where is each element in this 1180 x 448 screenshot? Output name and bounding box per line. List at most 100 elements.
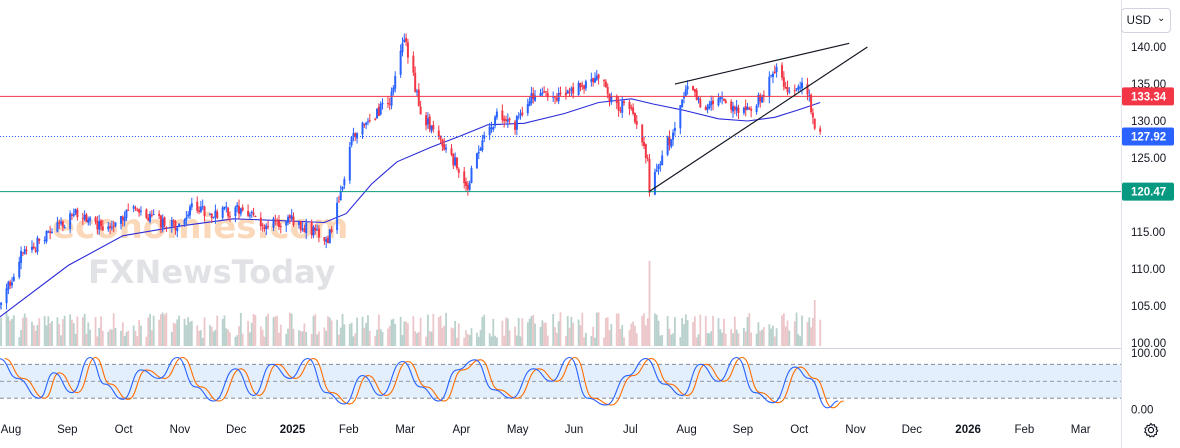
volume-bar (229, 332, 231, 346)
volume-bar (692, 322, 694, 346)
gear-icon-button[interactable] (1141, 420, 1161, 440)
price-levels (0, 95, 1121, 193)
candle-body (712, 100, 715, 105)
price-tick-label: 125.00 (1131, 153, 1166, 165)
volume-bar (521, 318, 524, 346)
candle-body (394, 75, 397, 89)
volume-bar (123, 336, 126, 346)
volume-bar (655, 314, 658, 346)
volume-bar (565, 336, 567, 346)
time-tick-label: Aug (676, 424, 696, 436)
candle-body (641, 124, 644, 143)
volume-bar (170, 331, 173, 346)
candle-body (515, 116, 518, 130)
candle-body (679, 105, 682, 129)
candle-body (58, 222, 61, 224)
candle-body (277, 221, 280, 227)
candle-body (158, 213, 161, 216)
wedge-upper-trendline[interactable] (674, 42, 850, 85)
candle-body (630, 107, 633, 109)
candle-body (419, 106, 422, 115)
volume-bar (263, 336, 266, 346)
volume-bar (623, 337, 625, 346)
currency-selector-button[interactable]: USD ⌄ (1121, 8, 1171, 33)
candle-body (374, 118, 377, 121)
time-tick-label: Dec (902, 424, 923, 436)
volume-bar (579, 325, 582, 346)
candle-body (668, 136, 671, 146)
candle-body (583, 85, 586, 89)
volume-bar (267, 313, 269, 346)
volume-bar (272, 317, 275, 346)
candle-body (292, 216, 295, 225)
candle-body (376, 108, 379, 119)
candle-body (819, 128, 822, 132)
candle-body (172, 220, 175, 222)
candle-body (443, 144, 446, 150)
volume-bar (132, 325, 135, 346)
volume-bar (109, 329, 111, 346)
volume-bar (755, 333, 758, 346)
volume-bar (673, 317, 676, 346)
candle-body (628, 102, 631, 109)
volume-bar (190, 320, 193, 346)
volume-bar (603, 337, 605, 346)
candle-body (32, 246, 35, 249)
volume-bar (241, 333, 244, 346)
candle-body (465, 181, 468, 186)
volume-bar (417, 331, 420, 346)
volume-bar (770, 328, 773, 346)
wedge-lower-trendline[interactable] (649, 46, 868, 192)
candle-body (312, 226, 315, 236)
candle-body (577, 82, 580, 96)
candle-body (36, 237, 39, 253)
volume-bar (772, 325, 774, 346)
candle-body (310, 221, 313, 235)
candle-body (183, 219, 186, 225)
volume-bar (468, 335, 471, 346)
candle-body (199, 206, 202, 212)
volume-bar (58, 323, 61, 346)
candle-body (223, 206, 226, 209)
volume-bar (732, 333, 734, 346)
volume-bar (686, 320, 689, 346)
volume-bar (503, 335, 506, 346)
candle-body (526, 104, 529, 114)
candle-body (354, 133, 357, 137)
volume-bar (604, 317, 607, 346)
volume-bar (799, 336, 802, 346)
candle-body (89, 217, 92, 221)
candle-body (272, 218, 275, 228)
candle-body (781, 65, 784, 78)
candle-body (99, 220, 102, 226)
volume-bar (125, 331, 128, 346)
candle-body (521, 112, 524, 115)
candle-body (721, 97, 724, 99)
candle-body (325, 239, 328, 242)
volume-bar (526, 322, 529, 346)
candle-body (681, 99, 684, 108)
candle-body (47, 231, 50, 233)
candle-body (107, 226, 110, 229)
candle-body (74, 209, 77, 214)
volume-bar (31, 321, 33, 346)
candle-body (60, 221, 63, 224)
candle-body (405, 37, 408, 42)
volume-bar (49, 323, 52, 346)
volume-bar (89, 329, 91, 346)
candle-body (248, 214, 251, 217)
candle-body (477, 151, 480, 154)
candle-body (276, 220, 279, 222)
candle-body (348, 146, 351, 181)
time-tick-label: Apr (452, 424, 470, 436)
volume-bar (339, 327, 342, 346)
candle-body (468, 183, 471, 190)
candle-body (388, 103, 391, 105)
volume-bar (303, 323, 306, 346)
candle-body (221, 207, 224, 218)
candle-body (684, 89, 687, 97)
candle-body (708, 104, 711, 108)
trendlines[interactable] (649, 42, 868, 192)
volume-bar (96, 336, 99, 346)
